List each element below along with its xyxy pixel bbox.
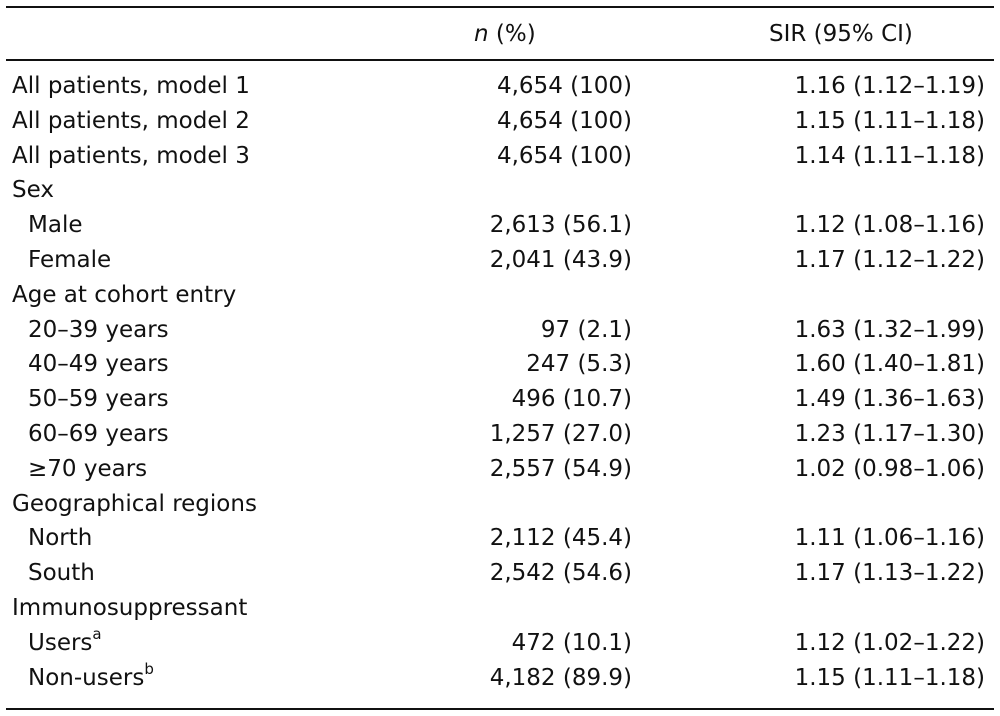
sir-ci-cell: 1.16 (1.12–1.19) xyxy=(794,73,985,99)
sir-ci-cell: 1.49 (1.36–1.63) xyxy=(794,386,985,413)
table-row: Female 2,041 (43.9) 1.17 (1.12–1.22) xyxy=(0,243,1000,278)
table-row: Immunosuppressant xyxy=(0,591,1000,626)
row-label: 20–39 years xyxy=(28,313,169,348)
n-percent-cell: 1,257 (27.0) xyxy=(489,420,632,447)
n-percent-cell: 4,654 (100) xyxy=(496,107,632,134)
row-label-text: Female xyxy=(28,246,112,273)
sir-ci-cell: 1.11 (1.06–1.16) xyxy=(794,525,985,552)
n-percent-cell: 247 (5.3) xyxy=(526,351,632,378)
row-label-text: All patients, model 1 xyxy=(12,73,250,99)
table-row: Male 2,613 (56.1) 1.12 (1.08–1.16) xyxy=(0,208,1000,243)
table-row: Geographical regions xyxy=(0,487,1000,522)
n-percent-cell: 4,654 (100) xyxy=(496,142,632,169)
table-row: 40–49 years 247 (5.3) 1.60 (1.40–1.81) xyxy=(0,347,1000,382)
sir-ci-cell: 1.23 (1.17–1.30) xyxy=(794,420,985,447)
table-top-rule xyxy=(6,6,994,8)
table-header-rule xyxy=(6,59,994,61)
row-label-text: 50–59 years xyxy=(28,386,169,413)
table-row: All patients, model 2 4,654 (100) 1.15 (1.… xyxy=(0,104,1000,139)
table-row: 20–39 years 97 (2.1) 1.63 (1.32–1.99) xyxy=(0,313,1000,348)
row-label-text: South xyxy=(28,560,95,587)
row-label: South xyxy=(28,556,95,591)
row-label: 40–49 years xyxy=(28,347,169,382)
row-label-text: ≥70 years xyxy=(28,455,148,482)
n-percent-cell: 2,041 (43.9) xyxy=(489,246,632,273)
row-label: Geographical regions xyxy=(12,487,257,522)
table-row: All patients, model 1 4,654 (100) 1.16 (1.… xyxy=(0,69,1000,104)
column-header-n-suffix: (%) xyxy=(488,21,536,47)
sir-ci-cell: 1.60 (1.40–1.81) xyxy=(794,351,985,378)
sir-ci-cell: 1.02 (0.98–1.06) xyxy=(794,455,985,482)
row-label: Sex xyxy=(12,173,54,208)
row-label-text: 40–49 years xyxy=(28,351,169,378)
table-row: North 2,112 (45.4) 1.11 (1.06–1.16) xyxy=(0,521,1000,556)
row-label: 50–59 years xyxy=(28,382,169,417)
row-label-text: North xyxy=(28,525,93,552)
n-percent-cell: 4,182 (89.9) xyxy=(489,664,632,691)
table-row: Age at cohort entry xyxy=(0,278,1000,313)
row-label-text: 20–39 years xyxy=(28,316,169,343)
row-label: Male xyxy=(28,208,82,243)
column-header-n: n (%) xyxy=(474,17,536,51)
n-percent-cell: 97 (2.1) xyxy=(540,316,632,343)
row-label-text: Sex xyxy=(12,177,54,204)
column-header-sir: SIR (95% CI) xyxy=(769,21,913,47)
row-label-text: 60–69 years xyxy=(28,420,169,447)
row-label: North xyxy=(28,521,92,556)
n-percent-cell: 4,654 (100) xyxy=(496,73,632,99)
sir-ci-cell: 1.12 (1.08–1.16) xyxy=(794,212,985,239)
row-label: Non-usersb xyxy=(28,661,154,696)
row-label: Immunosuppressant xyxy=(12,591,247,626)
n-percent-cell: 2,112 (45.4) xyxy=(489,525,632,552)
n-percent-cell: 2,542 (54.6) xyxy=(489,560,632,587)
row-label: Usersa xyxy=(28,626,102,661)
table-row: South 2,542 (54.6) 1.17 (1.13–1.22) xyxy=(0,556,1000,591)
table-bottom-rule xyxy=(6,708,994,710)
n-percent-cell: 2,557 (54.9) xyxy=(489,455,632,482)
row-label: Female xyxy=(28,243,111,278)
row-label: All patients, model 2 xyxy=(12,104,250,139)
row-label-text: Non-users xyxy=(28,664,145,691)
table-body: All patients, model 1 4,654 (100) 1.16 (1.… xyxy=(0,69,1000,695)
row-label: All patients, model 3 xyxy=(12,139,250,174)
row-label-text: All patients, model 2 xyxy=(12,107,250,134)
sir-ci-cell: 1.14 (1.11–1.18) xyxy=(794,142,985,169)
row-label: 60–69 years xyxy=(28,417,169,452)
table-row: 60–69 years 1,257 (27.0) 1.23 (1.17–1.30) xyxy=(0,417,1000,452)
row-label-text: Geographical regions xyxy=(12,490,257,517)
sir-ci-cell: 1.17 (1.13–1.22) xyxy=(794,560,985,587)
row-label-text: Age at cohort entry xyxy=(12,281,237,308)
table-row: Non-usersb 4,182 (89.9) 1.15 (1.11–1.18) xyxy=(0,661,1000,696)
row-label: All patients, model 1 xyxy=(12,69,250,104)
column-header-n-italic: n xyxy=(474,21,489,47)
sir-ci-cell: 1.15 (1.11–1.18) xyxy=(794,664,985,691)
row-label-text: Immunosuppressant xyxy=(12,594,248,621)
table-row: Sex xyxy=(0,173,1000,208)
table-row: Usersa 472 (10.1) 1.12 (1.02–1.22) xyxy=(0,626,1000,661)
table-row: ≥70 years 2,557 (54.9) 1.02 (0.98–1.06) xyxy=(0,452,1000,487)
footnote-marker: b xyxy=(144,659,154,678)
row-label: Age at cohort entry xyxy=(12,278,236,313)
sir-ci-cell: 1.63 (1.32–1.99) xyxy=(794,316,985,343)
sir-ci-cell: 1.17 (1.12–1.22) xyxy=(794,246,985,273)
row-label-text: All patients, model 3 xyxy=(12,142,250,169)
table-row: All patients, model 3 4,654 (100) 1.14 (1.… xyxy=(0,139,1000,174)
sir-ci-cell: 1.12 (1.02–1.22) xyxy=(794,629,985,656)
row-label-text: Male xyxy=(28,212,83,239)
n-percent-cell: 472 (10.1) xyxy=(511,629,632,656)
row-label-text: Users xyxy=(28,629,93,656)
table-row: 50–59 years 496 (10.7) 1.49 (1.36–1.63) xyxy=(0,382,1000,417)
footnote-marker: a xyxy=(92,625,102,644)
n-percent-cell: 2,613 (56.1) xyxy=(489,212,632,239)
sir-ci-cell: 1.15 (1.11–1.18) xyxy=(794,107,985,134)
row-label: ≥70 years xyxy=(28,452,147,487)
n-percent-cell: 496 (10.7) xyxy=(511,386,632,413)
